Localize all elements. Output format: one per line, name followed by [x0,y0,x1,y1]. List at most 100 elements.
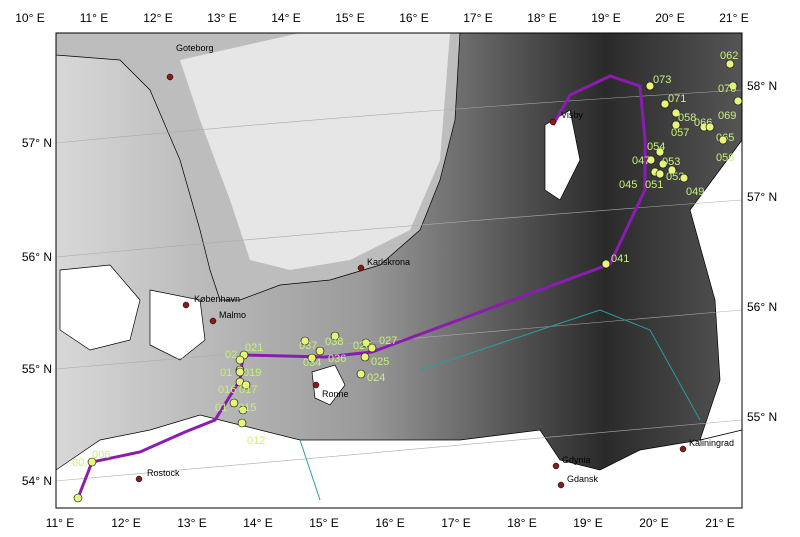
city-dot [549,118,557,126]
land-east [689,139,742,441]
bottom-axis-label: 15° E [309,516,338,530]
station-label: 025 [371,356,389,368]
station-label: 054 [647,141,665,153]
city-label: Gdansk [567,474,599,484]
station-dot [655,169,665,179]
station-dot [671,108,681,118]
station-dot [725,59,735,69]
city-label: Kaliningrad [689,438,734,448]
station-dot [235,367,245,377]
station-label: 016 [218,384,236,396]
station-dot [660,99,670,109]
bottom-axis-label: 18° E [507,516,536,530]
station-label: 02 [225,349,237,361]
city-dot [312,381,320,389]
top-axis-label: 14° E [271,11,300,25]
city-label: København [194,294,240,304]
city-label: Visby [561,110,583,120]
station-label: 01 [215,402,227,414]
station-label: 045 [619,179,637,191]
top-axis-label: 13° E [207,11,236,25]
land-bornholm [311,364,346,406]
bottom-axis-label: 14° E [243,516,272,530]
right-axis-label: 55° N [747,410,777,424]
station-label: 034 [303,357,321,369]
station-dot [73,493,83,503]
station-label: 041 [611,253,629,265]
station-label: 017 [239,384,257,396]
station-dot [705,122,715,132]
station-label: 006 [92,449,110,461]
station-dot [238,405,248,415]
station-label: 024 [367,372,385,384]
city-dot [182,301,190,309]
station-label: 070 [718,83,736,95]
station-dot [235,355,245,365]
eez-line [299,439,321,501]
bottom-axis-label: 19° E [573,516,602,530]
bottom-axis-label: 11° E [46,516,75,530]
city-dot [357,264,365,272]
station-label: 037 [299,340,317,352]
top-axis-label: 10° E [15,11,44,25]
top-axis-label: 15° E [335,11,364,25]
station-dot [241,380,251,390]
city-label: Rostock [147,468,180,478]
station-label: 026 [353,340,371,352]
station-dot [601,259,611,269]
station-label: 049 [686,186,704,198]
city-dot [166,73,174,81]
station-dot [315,346,325,356]
station-dot [356,369,366,379]
city-label: Ronne [322,389,349,399]
station-dot [671,120,681,130]
station-label: 051 [645,179,663,191]
station-label: 012 [247,435,265,447]
city-label: Gdynia [562,455,591,465]
station-dot [237,418,247,428]
city-dot [209,317,217,325]
station-dot [361,338,371,348]
top-axis-label: 18° E [527,11,556,25]
graticule [56,89,742,482]
station-label: 019 [243,367,261,379]
station-dot [667,165,677,175]
map-frame [55,32,743,509]
station-label: 071 [668,93,686,105]
city-dot [552,462,560,470]
station-label: 027 [379,335,397,347]
map-body [56,33,742,508]
station-label: 01 [220,367,232,379]
station-label: 057 [671,127,689,139]
station-dot [658,159,668,169]
top-axis-label: 20° E [655,11,684,25]
station-label: 021 [245,342,263,354]
left-axis-label: 54° N [22,474,52,488]
cruise-track [76,74,647,499]
station-dot [307,353,317,363]
bottom-axis-label: 13° E [177,516,206,530]
right-axis-label: 56° N [747,300,777,314]
station-dot [679,173,689,183]
station-dot [655,147,665,157]
eez-line [419,309,701,421]
station-label: 038 [325,336,343,348]
city-dot [557,481,565,489]
bottom-axis-label: 12° E [111,516,140,530]
station-dot [367,343,377,353]
right-axis-label: 57° N [747,190,777,204]
station-dot [330,331,340,341]
left-axis-label: 57° N [22,136,52,150]
left-axis-label: 55° N [22,362,52,376]
city-label: Malmo [219,310,246,320]
land-denmark [59,264,141,351]
land-south [56,414,742,508]
city-label: Goteborg [176,43,214,53]
top-axis-label: 21° E [719,11,748,25]
top-axis-label: 12° E [143,11,172,25]
land-zealand [149,289,206,361]
station-dot [646,155,656,165]
station-label: 047 [632,155,650,167]
bottom-axis-label: 20° E [639,516,668,530]
station-dot [300,336,310,346]
